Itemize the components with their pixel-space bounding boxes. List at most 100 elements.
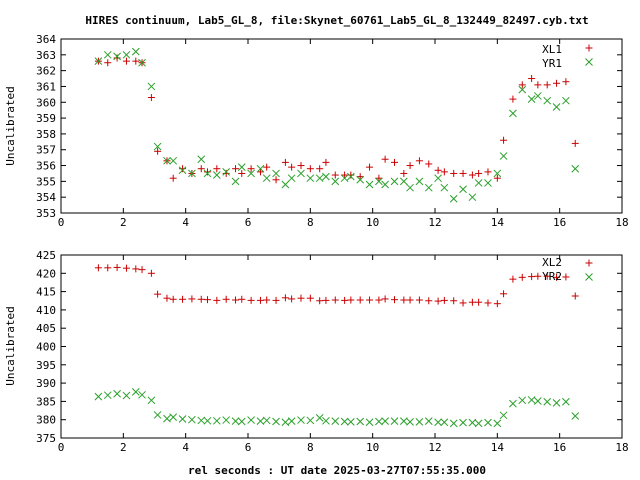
data-point-yr2: [474, 419, 483, 428]
data-point-yr2: [340, 417, 349, 426]
data-point-yr2: [399, 417, 408, 426]
top-legend-markers: [585, 44, 593, 66]
data-point-xl2: [366, 296, 374, 304]
data-point-xl2: [169, 295, 177, 303]
data-point-xl2: [406, 296, 414, 304]
data-point-yr2: [406, 418, 414, 426]
bottom-data-points: [94, 263, 580, 428]
data-point-xl1: [434, 166, 442, 174]
data-point-yr1: [306, 174, 315, 183]
data-point-xl2: [113, 263, 121, 271]
data-point-xl2: [493, 300, 501, 308]
data-point-yr2: [571, 412, 580, 420]
data-point-yr2: [147, 396, 156, 405]
data-point-xl1: [534, 81, 542, 89]
data-point-yr2: [449, 419, 458, 428]
data-point-xl2: [434, 297, 442, 305]
data-point-yr1: [188, 169, 196, 178]
y-tick-label: 360: [36, 96, 56, 109]
data-point-yr1: [484, 179, 492, 187]
data-point-xl1: [400, 169, 408, 177]
bottom-legend: XL2 YR2: [542, 256, 593, 283]
top-data-points: [94, 47, 580, 203]
data-point-yr2: [197, 416, 206, 425]
data-point-yr1: [381, 180, 389, 189]
data-point-xl1: [528, 75, 536, 83]
y-tick-label: 356: [36, 160, 56, 173]
data-point-xl2: [440, 296, 448, 304]
x-tick-label: 2: [120, 216, 127, 229]
data-point-xl1: [179, 165, 187, 173]
data-point-xl2: [281, 294, 289, 302]
data-point-yr1: [103, 50, 112, 59]
legend-marker-yr2: [585, 273, 593, 281]
data-point-xl2: [154, 290, 162, 298]
data-point-yr1: [122, 50, 131, 59]
data-point-yr1: [406, 183, 414, 192]
data-point-yr1: [163, 156, 171, 165]
y-tick-label: 405: [36, 322, 56, 335]
data-point-xl2: [122, 264, 130, 272]
data-point-yr1: [212, 171, 221, 179]
data-point-yr2: [131, 388, 140, 396]
data-point-xl1: [415, 157, 423, 165]
data-point-xl1: [493, 174, 501, 182]
data-point-yr1: [262, 174, 271, 183]
data-point-yr2: [527, 396, 536, 404]
data-point-yr2: [356, 417, 365, 426]
data-point-yr1: [509, 109, 517, 118]
y-tick-label: 385: [36, 395, 56, 408]
data-point-yr1: [138, 58, 146, 67]
data-point-xl2: [534, 272, 542, 280]
data-point-xl2: [415, 296, 423, 304]
data-point-yr2: [247, 416, 255, 424]
data-point-xl1: [316, 165, 324, 173]
data-point-xl1: [281, 158, 289, 166]
data-point-yr2: [315, 414, 324, 422]
data-point-yr1: [468, 193, 477, 202]
data-point-xl1: [147, 94, 155, 102]
data-point-xl1: [169, 174, 177, 182]
y-tick-label: 364: [36, 33, 56, 46]
legend-label-yr2: YR2: [542, 270, 562, 283]
data-point-yr1: [131, 47, 140, 56]
x-tick-label: 4: [182, 216, 189, 229]
bottom-y-axis-label: Uncalibrated: [4, 306, 17, 385]
data-point-yr2: [113, 389, 121, 398]
data-point-yr1: [287, 174, 296, 183]
data-point-xl1: [203, 168, 211, 176]
data-point-xl1: [459, 169, 467, 177]
data-point-xl1: [543, 81, 551, 89]
data-point-yr1: [331, 177, 340, 186]
legend-marker-yr1: [585, 58, 593, 66]
data-point-yr1: [459, 185, 467, 194]
data-point-xl2: [132, 265, 140, 273]
data-point-yr2: [440, 418, 449, 427]
x-tick-label: 2: [120, 441, 127, 454]
data-point-yr2: [434, 418, 442, 427]
data-point-xl1: [306, 165, 314, 173]
data-point-yr2: [381, 417, 389, 426]
data-point-xl2: [138, 266, 146, 274]
top-legend: XL1 YR1: [542, 43, 593, 70]
data-point-yr1: [375, 177, 383, 186]
data-point-yr1: [499, 152, 508, 160]
data-point-xl1: [247, 165, 255, 173]
data-point-yr1: [237, 163, 246, 171]
data-point-yr1: [247, 169, 255, 178]
data-point-xl1: [450, 169, 458, 177]
data-point-yr2: [468, 418, 477, 427]
data-point-yr1: [340, 174, 349, 183]
data-point-xl2: [222, 295, 230, 303]
y-tick-label: 390: [36, 377, 56, 390]
data-point-yr2: [222, 416, 231, 424]
y-tick-label: 357: [36, 144, 56, 157]
data-point-xl2: [256, 296, 264, 304]
data-point-yr1: [399, 177, 408, 186]
top-axis-ticks: 0 2 4 6 8 10 12 14 16 18 353 354 355 356 357 358 359 360 3…: [36, 33, 629, 229]
chart-title: HIRES continuum, Lab5_GL_8, file:Skynet_…: [85, 14, 588, 27]
data-point-xl2: [468, 298, 476, 306]
data-point-yr1: [94, 57, 103, 65]
data-point-yr1: [178, 166, 187, 175]
data-point-xl2: [509, 275, 517, 283]
